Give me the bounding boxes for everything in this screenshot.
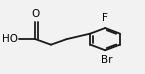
Text: O: O [31, 9, 39, 19]
Text: HO: HO [2, 34, 18, 44]
Text: F: F [102, 13, 108, 23]
Text: Br: Br [101, 55, 112, 65]
